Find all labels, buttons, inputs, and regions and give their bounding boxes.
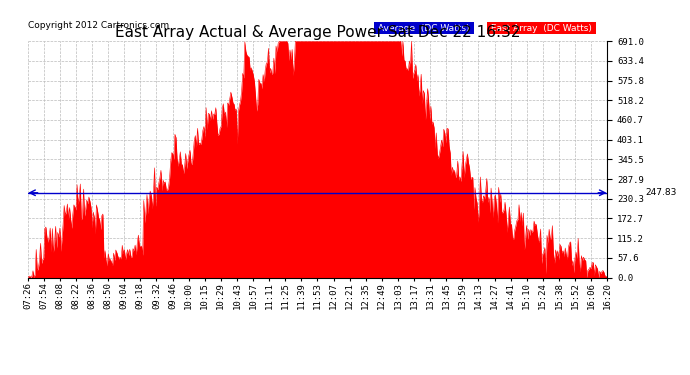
Text: 247.83: 247.83: [645, 188, 676, 197]
Title: East Array Actual & Average Power Sat Dec 22 16:32: East Array Actual & Average Power Sat De…: [115, 25, 520, 40]
Text: Average  (DC Watts): Average (DC Watts): [375, 24, 473, 33]
Text: East Array  (DC Watts): East Array (DC Watts): [489, 24, 595, 33]
Text: Copyright 2012 Cartronics.com: Copyright 2012 Cartronics.com: [28, 21, 169, 30]
